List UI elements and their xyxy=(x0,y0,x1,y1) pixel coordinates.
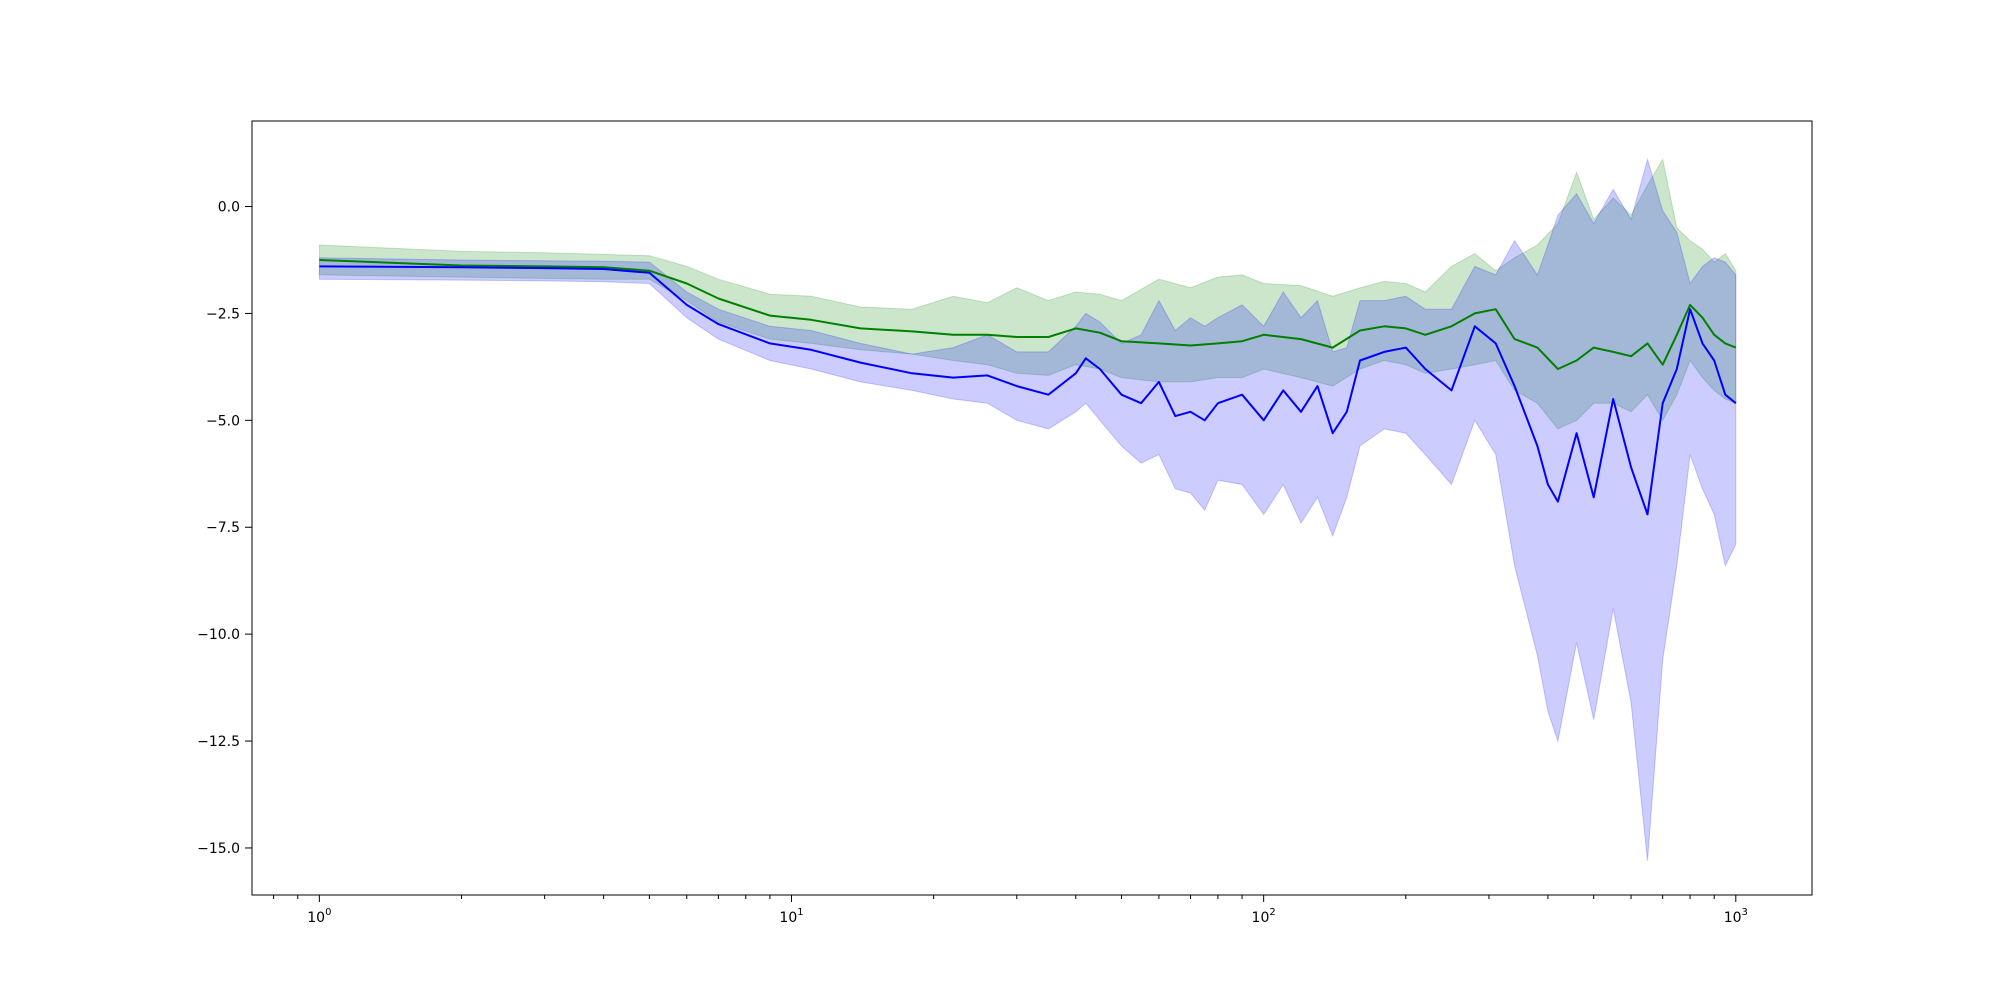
y-tick-label: −10.0 xyxy=(197,627,240,643)
x-tick-label: 103 xyxy=(1724,907,1748,926)
y-axis: 0.0 −2.5 −5.0 −7.5 −10.0 −12.5 −15.0 xyxy=(197,200,252,857)
plot-frame xyxy=(251,120,1813,896)
y-tick-label: −15.0 xyxy=(197,841,240,857)
x-tick-label: 102 xyxy=(1252,907,1276,926)
y-tick-label: −12.5 xyxy=(197,734,240,750)
series-2-band xyxy=(318,157,1737,861)
y-tick-label: 0.0 xyxy=(218,200,240,216)
series-2-line xyxy=(319,265,1737,516)
x-tick-label: 100 xyxy=(307,907,331,926)
y-tick-label: −2.5 xyxy=(206,306,240,322)
series-lines xyxy=(319,259,1737,516)
y-tick-label: −5.0 xyxy=(206,413,240,429)
x-tick-label: 101 xyxy=(779,907,803,926)
series-1-line xyxy=(319,259,1737,370)
x-axis: 100 101 102 103 xyxy=(273,895,1748,926)
y-tick-label: −7.5 xyxy=(206,520,240,536)
